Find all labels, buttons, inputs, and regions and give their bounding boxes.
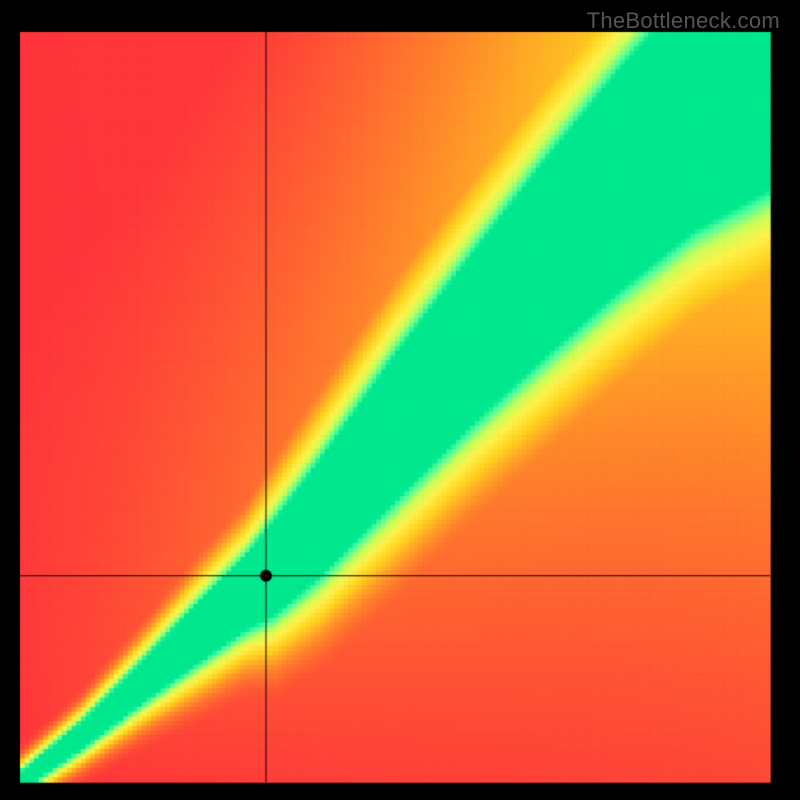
watermark-text: TheBottleneck.com: [587, 8, 780, 34]
bottleneck-heatmap: TheBottleneck.com: [0, 0, 800, 800]
heatmap-canvas: [0, 0, 800, 800]
